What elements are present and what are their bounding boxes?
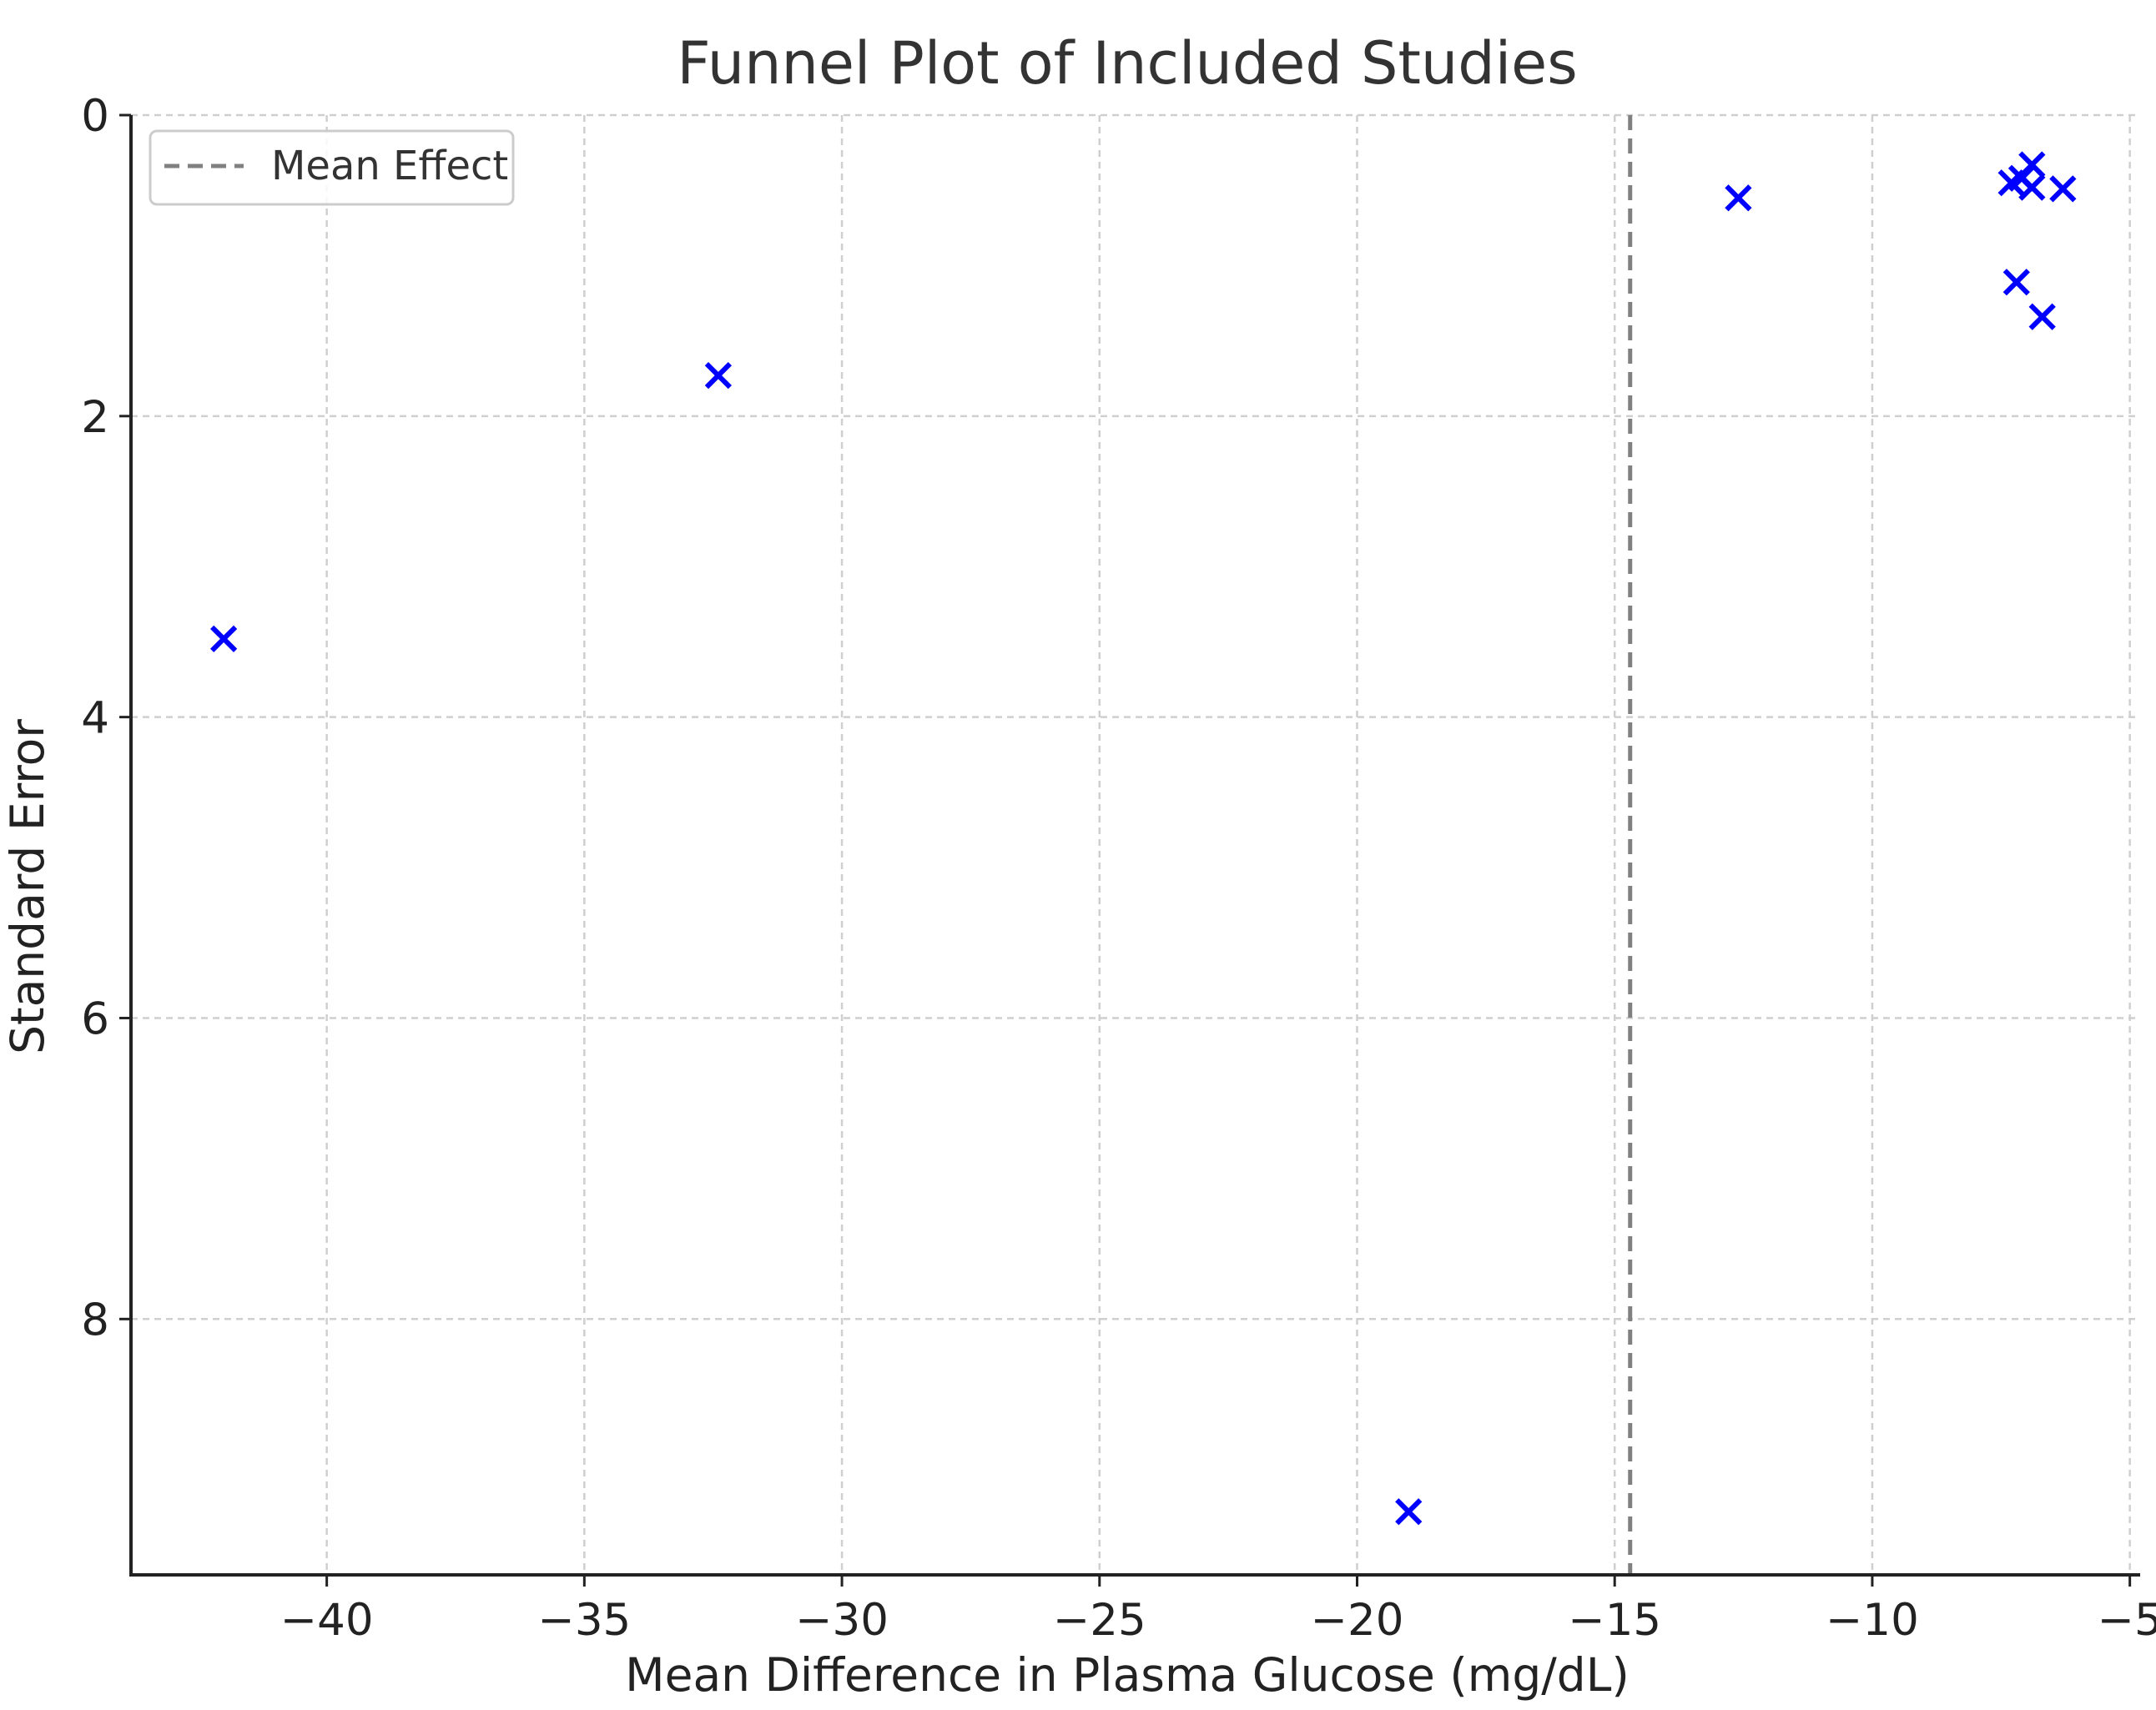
legend-box xyxy=(149,129,515,206)
x-tick-label: −40 xyxy=(280,1595,374,1646)
grid-layer xyxy=(131,113,2140,1575)
data-points-layer xyxy=(210,151,2077,1526)
y-axis-label: Standard Error xyxy=(1,719,54,1054)
data-point-marker xyxy=(2018,174,2046,201)
data-point-marker xyxy=(2049,175,2077,203)
y-ticks: 0 2 4 6 8 xyxy=(81,91,131,1345)
x-tick-label: −20 xyxy=(1311,1595,1404,1646)
data-point-marker xyxy=(1725,184,1752,212)
data-point-marker xyxy=(2002,269,2030,296)
x-tick-label: −30 xyxy=(795,1595,889,1646)
x-axis-label: Mean Difference in Plasma Glucose (mg/dL… xyxy=(625,1648,1630,1702)
y-tick-label: 8 xyxy=(81,1295,109,1345)
y-tick-label: 4 xyxy=(81,693,109,744)
x-tick-label: −10 xyxy=(1826,1595,1919,1646)
x-tick-label: −15 xyxy=(1568,1595,1661,1646)
y-tick-label: 6 xyxy=(81,993,109,1044)
data-point-marker xyxy=(704,361,732,390)
legend-label-mean-effect: Mean Effect xyxy=(271,143,508,189)
x-tick-label: −35 xyxy=(537,1595,631,1646)
legend: Mean Effect xyxy=(149,129,515,206)
axes-layer xyxy=(129,115,2140,1577)
y-tick-label: 0 xyxy=(81,91,109,142)
data-point-marker xyxy=(2028,303,2056,330)
y-tick-label: 2 xyxy=(81,392,109,443)
data-point-marker xyxy=(210,625,238,652)
data-point-marker xyxy=(1395,1498,1423,1526)
x-tick-label: −25 xyxy=(1053,1595,1146,1646)
chart-title: Funnel Plot of Included Studies xyxy=(677,29,1577,98)
x-ticks: −40 −35 −30 −25 −20 −15 −10 −5 xyxy=(280,1575,2156,1646)
x-tick-label: −5 xyxy=(2098,1595,2156,1646)
